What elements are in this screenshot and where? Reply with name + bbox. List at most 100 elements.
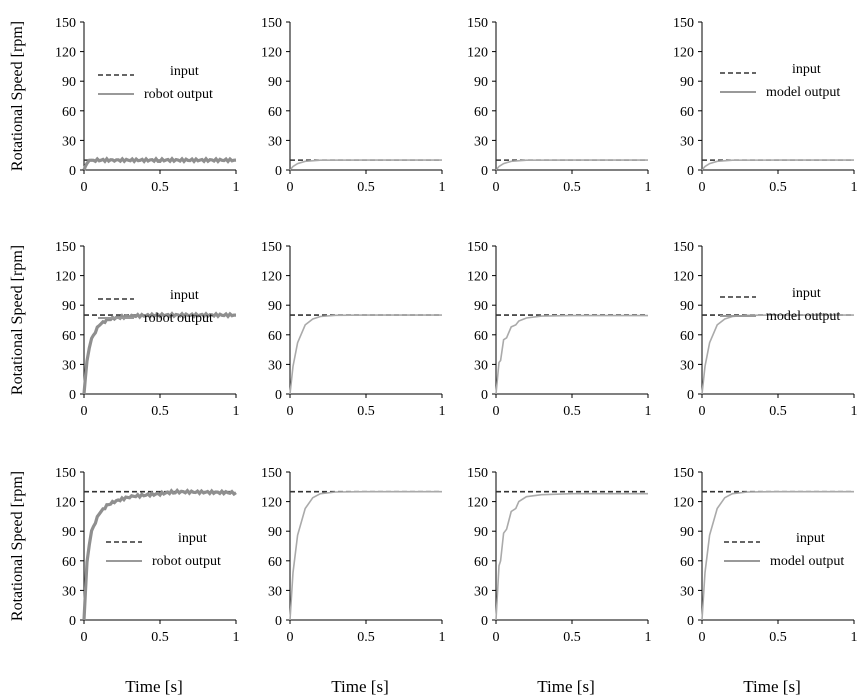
y-tick-label: 90 bbox=[474, 525, 488, 540]
subplot-r2-c0: 0 30 60 90 120 150 0 0.5 1 input robot output Rotat… bbox=[9, 466, 240, 696]
x-tick-label: 0 bbox=[493, 404, 500, 419]
y-tick-label: 90 bbox=[680, 299, 694, 314]
y-tick-label: 60 bbox=[268, 555, 282, 570]
y-tick-label: 120 bbox=[673, 46, 694, 61]
model-output-series-line bbox=[289, 314, 442, 395]
legend: input model output bbox=[720, 286, 840, 324]
x-tick-label: 0.5 bbox=[357, 404, 375, 419]
x-tick-label: 1 bbox=[233, 180, 240, 195]
y-tick-label: 120 bbox=[55, 270, 76, 285]
y-tick-label: 150 bbox=[261, 16, 282, 31]
y-tick-label: 90 bbox=[268, 75, 282, 90]
legend-entry-label: input bbox=[178, 531, 207, 546]
y-tick-label: 30 bbox=[474, 358, 488, 373]
y-tick-label: 30 bbox=[680, 584, 694, 599]
y-tick-label: 30 bbox=[62, 584, 76, 599]
x-tick-label: 0.5 bbox=[563, 404, 581, 419]
subplot-r0-c1: 0 30 60 90 120 150 0 0.5 1 bbox=[261, 16, 446, 195]
legend-entry-label: input bbox=[170, 64, 199, 79]
x-tick-label: 0 bbox=[287, 404, 294, 419]
model-output-series-line bbox=[701, 159, 854, 171]
subplot-r2-c2: 0 30 60 90 120 150 0 0.5 1 Time [s] bbox=[467, 466, 652, 696]
y-tick-label: 120 bbox=[467, 496, 488, 511]
x-tick-label: 0.5 bbox=[151, 630, 169, 645]
y-tick-label: 150 bbox=[55, 466, 76, 481]
legend-entry-label: input bbox=[796, 531, 825, 546]
legend: input robot output bbox=[98, 64, 213, 102]
x-tick-label: 1 bbox=[851, 630, 858, 645]
y-tick-label: 60 bbox=[62, 555, 76, 570]
x-tick-label: 1 bbox=[439, 630, 446, 645]
x-tick-label: 1 bbox=[233, 630, 240, 645]
subplot-r2-c3: 0 30 60 90 120 150 0 0.5 1 input model output Time … bbox=[673, 466, 858, 696]
y-tick-label: 60 bbox=[474, 329, 488, 344]
y-tick-label: 30 bbox=[474, 584, 488, 599]
y-tick-label: 120 bbox=[55, 496, 76, 511]
y-tick-label: 60 bbox=[474, 555, 488, 570]
y-tick-label: 60 bbox=[680, 105, 694, 120]
y-tick-label: 120 bbox=[673, 270, 694, 285]
x-tick-label: 0 bbox=[699, 180, 706, 195]
x-tick-label: 1 bbox=[233, 404, 240, 419]
y-tick-label: 120 bbox=[261, 270, 282, 285]
y-axis-label: Rotational Speed [rpm] bbox=[9, 471, 26, 621]
y-tick-label: 120 bbox=[55, 46, 76, 61]
legend-entry-label: robot output bbox=[144, 87, 213, 102]
x-tick-label: 0 bbox=[81, 404, 88, 419]
legend-entry-label: input bbox=[792, 286, 821, 301]
model-output-series-line bbox=[495, 492, 648, 621]
y-tick-label: 150 bbox=[467, 240, 488, 255]
legend-entry-label: model output bbox=[766, 85, 840, 100]
y-tick-label: 60 bbox=[62, 329, 76, 344]
x-tick-label: 0.5 bbox=[151, 180, 169, 195]
model-output-series-line bbox=[495, 159, 648, 171]
y-tick-label: 0 bbox=[687, 164, 694, 179]
robot-output-series-line bbox=[82, 156, 237, 171]
subplot-r0-c0: 0 30 60 90 120 150 0 0.5 1 input robot output Rotat… bbox=[9, 16, 240, 195]
x-tick-label: 0.5 bbox=[563, 180, 581, 195]
y-tick-label: 0 bbox=[481, 388, 488, 403]
legend-entry-label: model output bbox=[770, 554, 844, 569]
subplot-r1-c1: 0 30 60 90 120 150 0 0.5 1 bbox=[261, 240, 446, 419]
legend-entry-label: input bbox=[170, 288, 199, 303]
x-axis-label: Time [s] bbox=[331, 677, 388, 696]
x-axis-label: Time [s] bbox=[125, 677, 182, 696]
legend-entry-label: robot output bbox=[152, 554, 221, 569]
x-tick-label: 0 bbox=[699, 630, 706, 645]
y-tick-label: 90 bbox=[62, 525, 76, 540]
x-tick-label: 1 bbox=[851, 180, 858, 195]
legend: input model output bbox=[724, 531, 844, 569]
x-tick-label: 0 bbox=[493, 630, 500, 645]
y-tick-label: 150 bbox=[261, 466, 282, 481]
x-tick-label: 0.5 bbox=[769, 404, 787, 419]
y-tick-label: 90 bbox=[474, 299, 488, 314]
y-tick-label: 0 bbox=[481, 614, 488, 629]
y-tick-label: 150 bbox=[467, 16, 488, 31]
y-tick-label: 0 bbox=[69, 614, 76, 629]
x-tick-label: 1 bbox=[439, 180, 446, 195]
legend-entry-label: robot output bbox=[144, 311, 213, 326]
y-tick-label: 0 bbox=[275, 614, 282, 629]
x-tick-label: 0 bbox=[699, 404, 706, 419]
y-tick-label: 90 bbox=[268, 299, 282, 314]
y-tick-label: 60 bbox=[62, 105, 76, 120]
robot-output-series-line bbox=[82, 311, 236, 395]
y-tick-label: 0 bbox=[687, 614, 694, 629]
x-tick-label: 0 bbox=[81, 180, 88, 195]
y-tick-label: 150 bbox=[55, 16, 76, 31]
y-tick-label: 30 bbox=[62, 134, 76, 149]
subplot-r1-c3: 0 30 60 90 120 150 0 0.5 1 input model output bbox=[673, 240, 858, 419]
y-tick-label: 150 bbox=[673, 16, 694, 31]
model-output-series-line bbox=[701, 490, 854, 621]
x-tick-label: 0.5 bbox=[151, 404, 169, 419]
y-tick-label: 30 bbox=[680, 358, 694, 373]
model-output-series-line bbox=[289, 490, 442, 621]
legend-entry-label: input bbox=[792, 62, 821, 77]
y-tick-label: 90 bbox=[62, 299, 76, 314]
x-axis-label: Time [s] bbox=[537, 677, 594, 696]
x-axis-label: Time [s] bbox=[743, 677, 800, 696]
y-tick-label: 30 bbox=[268, 584, 282, 599]
robot-output-series-line bbox=[82, 488, 237, 621]
x-tick-label: 0 bbox=[287, 630, 294, 645]
y-tick-label: 150 bbox=[673, 240, 694, 255]
